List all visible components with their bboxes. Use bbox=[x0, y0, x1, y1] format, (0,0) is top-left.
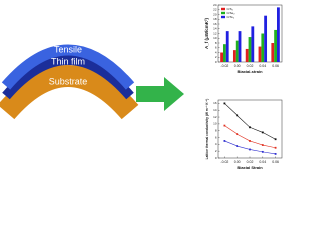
bar bbox=[238, 31, 242, 62]
marker bbox=[236, 145, 239, 147]
marker bbox=[261, 150, 264, 153]
y-tick-label: 18 bbox=[213, 17, 217, 21]
substrate-label: Substrate bbox=[49, 76, 88, 86]
marker bbox=[249, 140, 251, 142]
legend-label: CrSe₂ bbox=[227, 11, 236, 15]
bar bbox=[264, 15, 268, 62]
line bbox=[224, 125, 276, 149]
marker bbox=[274, 146, 277, 149]
y-tick-label: 14 bbox=[213, 108, 217, 112]
arrow bbox=[136, 77, 184, 111]
y-tick-label: 4 bbox=[215, 142, 217, 146]
tensile-layer bbox=[1, 44, 135, 90]
y-tick-label: 20 bbox=[213, 12, 217, 16]
bar bbox=[222, 44, 226, 62]
marker bbox=[223, 124, 226, 127]
y-tick-label: 14 bbox=[213, 27, 217, 31]
bar bbox=[261, 33, 265, 62]
bar bbox=[258, 46, 262, 62]
x-tick-label: -0.02 bbox=[220, 64, 228, 68]
y-tick-label: 22 bbox=[213, 8, 217, 12]
x-tick-label: 0.02 bbox=[247, 160, 254, 164]
x-tick-label: 0.06 bbox=[272, 64, 279, 68]
strain-diagram: Tensile Thin film Substrate bbox=[0, 44, 139, 120]
marker bbox=[223, 102, 226, 105]
bar bbox=[251, 26, 255, 62]
y-tick-label: 8 bbox=[215, 41, 217, 45]
x-axis-label: Biaxial Strain bbox=[237, 165, 263, 170]
y-tick-label: 12 bbox=[213, 115, 217, 119]
y-tick-label: 24 bbox=[213, 3, 217, 7]
marker bbox=[223, 140, 226, 142]
y-tick-label: 6 bbox=[215, 135, 217, 139]
legend-swatch bbox=[221, 15, 225, 19]
y-tick-label: 4 bbox=[215, 50, 217, 54]
y-axis-label: Lattice thermal conductivity (W m⁻¹ K⁻¹) bbox=[205, 99, 209, 160]
y-tick-label: 0 bbox=[215, 156, 217, 160]
bar bbox=[277, 7, 280, 62]
x-tick-label: 0.02 bbox=[247, 64, 254, 68]
y-tick-label: 6 bbox=[215, 46, 217, 50]
bar bbox=[274, 29, 278, 62]
thin-film-label: Thin film bbox=[51, 56, 85, 66]
marker bbox=[261, 131, 264, 134]
x-tick-label: 0.04 bbox=[259, 160, 266, 164]
y-tick-label: 10 bbox=[213, 122, 217, 126]
substrate-layer bbox=[0, 65, 139, 120]
marker bbox=[249, 148, 251, 151]
line bbox=[224, 103, 276, 140]
bar bbox=[271, 43, 275, 62]
graphical-abstract: Tensile Thin film Substrate 024681012141… bbox=[0, 3, 283, 170]
bar bbox=[232, 50, 236, 62]
marker bbox=[274, 153, 277, 155]
marker bbox=[261, 144, 264, 146]
bar bbox=[220, 52, 223, 62]
x-tick-label: 0.06 bbox=[272, 160, 279, 164]
tensile-label: Tensile bbox=[54, 44, 82, 54]
x-tick-label: 0.00 bbox=[234, 160, 241, 164]
y-tick-label: 12 bbox=[213, 31, 217, 35]
y-tick-label: 2 bbox=[215, 55, 217, 59]
marker bbox=[236, 133, 239, 136]
x-tick-label: 0.04 bbox=[259, 64, 266, 68]
y-tick-label: 2 bbox=[215, 149, 217, 153]
bar bbox=[225, 31, 229, 62]
y-tick-label: 10 bbox=[213, 36, 217, 40]
marker bbox=[249, 126, 251, 129]
y-tick-label: 16 bbox=[213, 101, 217, 105]
x-tick-label: -0.02 bbox=[220, 160, 228, 164]
x-axis-label: Biaxial-strain bbox=[237, 69, 263, 74]
y-tick-label: 8 bbox=[215, 129, 217, 133]
line bbox=[224, 140, 276, 155]
bar bbox=[248, 37, 252, 62]
bar bbox=[245, 48, 249, 62]
y-tick-label: 16 bbox=[213, 22, 217, 26]
legend-label: CrS₂ bbox=[227, 7, 234, 11]
legend-label: CrTe₂ bbox=[227, 15, 235, 19]
legend-swatch bbox=[221, 11, 225, 15]
legend-swatch bbox=[221, 7, 225, 11]
thin-film-layer bbox=[2, 55, 134, 100]
bar bbox=[235, 40, 239, 62]
y-tick-label: 0 bbox=[215, 60, 217, 64]
x-tick-label: 0.00 bbox=[234, 64, 241, 68]
marker bbox=[274, 138, 277, 141]
y-axis-label: A_f (μW/cmK²) bbox=[204, 18, 209, 50]
marker bbox=[236, 114, 239, 117]
